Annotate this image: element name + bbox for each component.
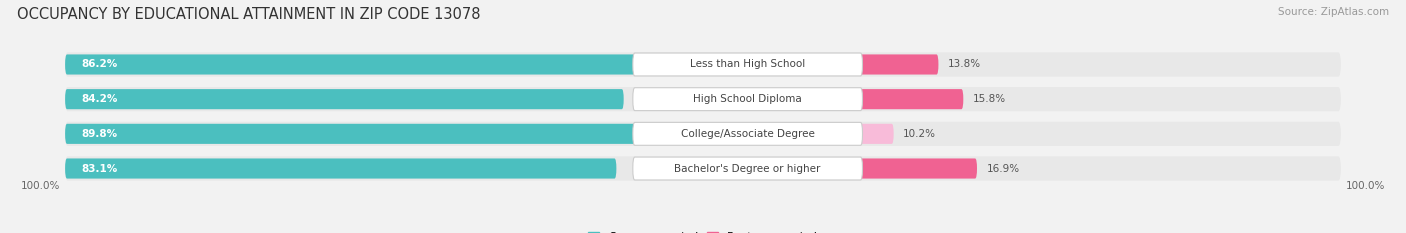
FancyBboxPatch shape xyxy=(65,158,616,178)
Text: 13.8%: 13.8% xyxy=(948,59,981,69)
Text: Source: ZipAtlas.com: Source: ZipAtlas.com xyxy=(1278,7,1389,17)
Text: Bachelor's Degree or higher: Bachelor's Degree or higher xyxy=(675,164,821,174)
FancyBboxPatch shape xyxy=(766,124,894,144)
Text: 83.1%: 83.1% xyxy=(82,164,117,174)
FancyBboxPatch shape xyxy=(65,52,1341,77)
FancyBboxPatch shape xyxy=(65,122,1341,146)
FancyBboxPatch shape xyxy=(65,124,661,144)
FancyBboxPatch shape xyxy=(633,122,862,145)
Text: 10.2%: 10.2% xyxy=(903,129,936,139)
FancyBboxPatch shape xyxy=(65,89,624,109)
FancyBboxPatch shape xyxy=(65,55,637,75)
FancyBboxPatch shape xyxy=(766,89,963,109)
Text: 100.0%: 100.0% xyxy=(21,181,60,191)
Text: Less than High School: Less than High School xyxy=(690,59,806,69)
Text: College/Associate Degree: College/Associate Degree xyxy=(681,129,814,139)
FancyBboxPatch shape xyxy=(65,156,1341,181)
FancyBboxPatch shape xyxy=(633,88,862,111)
FancyBboxPatch shape xyxy=(766,55,938,75)
Text: 15.8%: 15.8% xyxy=(973,94,1007,104)
Text: 84.2%: 84.2% xyxy=(82,94,118,104)
FancyBboxPatch shape xyxy=(65,87,1341,111)
Legend: Owner-occupied, Renter-occupied: Owner-occupied, Renter-occupied xyxy=(588,232,818,233)
Text: 100.0%: 100.0% xyxy=(1346,181,1385,191)
Text: OCCUPANCY BY EDUCATIONAL ATTAINMENT IN ZIP CODE 13078: OCCUPANCY BY EDUCATIONAL ATTAINMENT IN Z… xyxy=(17,7,481,22)
Text: 86.2%: 86.2% xyxy=(82,59,117,69)
Text: 89.8%: 89.8% xyxy=(82,129,117,139)
FancyBboxPatch shape xyxy=(633,157,862,180)
Text: 16.9%: 16.9% xyxy=(987,164,1019,174)
FancyBboxPatch shape xyxy=(633,53,862,76)
FancyBboxPatch shape xyxy=(766,158,977,178)
Text: High School Diploma: High School Diploma xyxy=(693,94,801,104)
